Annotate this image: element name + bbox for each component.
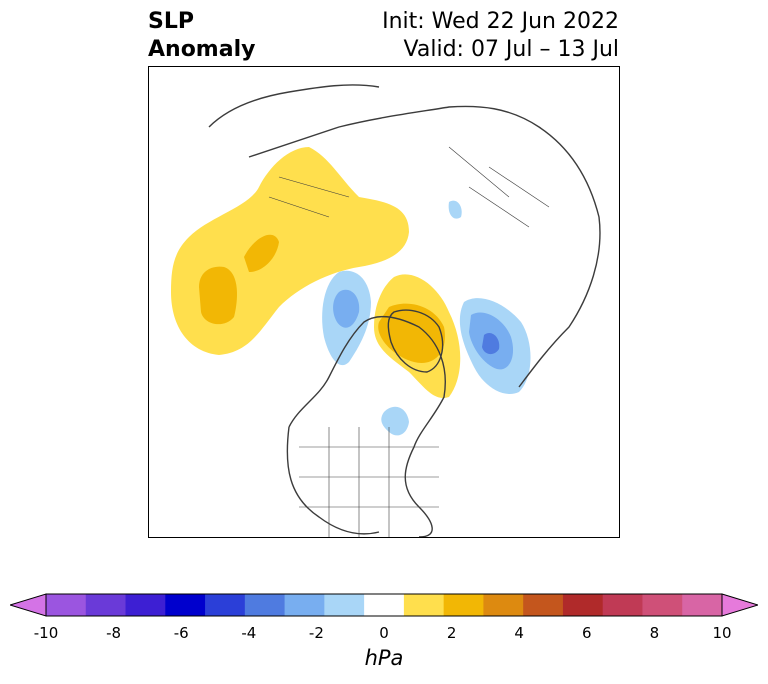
anomaly-pacific-positive bbox=[171, 147, 409, 355]
colorbar-tick-label: 6 bbox=[582, 624, 592, 642]
colorbar-tick-label: 0 bbox=[379, 624, 389, 642]
borders bbox=[268, 146, 550, 537]
anomaly-norwegian-core bbox=[482, 332, 500, 355]
colorbar bbox=[10, 593, 758, 617]
anomaly-baltic-negative bbox=[448, 200, 462, 219]
colorbar-segment bbox=[602, 594, 643, 616]
colorbar-tick-label: -10 bbox=[33, 624, 59, 642]
map-panel bbox=[148, 66, 620, 538]
anomaly-greatlakes-negative bbox=[381, 406, 409, 436]
title-line-1: SLP bbox=[148, 9, 194, 34]
colorbar-segment bbox=[324, 594, 365, 616]
colorbar-tick-label: -2 bbox=[308, 624, 324, 642]
colorbar-segment bbox=[682, 594, 723, 616]
colorbar-segment bbox=[364, 594, 405, 616]
colorbar-segment bbox=[642, 594, 683, 616]
anomaly-siberia-core bbox=[244, 234, 279, 272]
colorbar-segment bbox=[165, 594, 206, 616]
colorbar-tick-label: -8 bbox=[106, 624, 122, 642]
colorbar-extend-max bbox=[721, 593, 758, 617]
colorbar-unit: hPa bbox=[364, 646, 404, 670]
colorbar-segment bbox=[85, 594, 127, 616]
colorbar-extend-min bbox=[10, 593, 47, 617]
colorbar-tick-label: -6 bbox=[173, 624, 189, 642]
colorbar-tick-label: 2 bbox=[446, 624, 457, 642]
colorbar-segment bbox=[205, 594, 246, 616]
colorbar-segment bbox=[562, 594, 604, 616]
colorbar-tick-label: 8 bbox=[649, 624, 660, 642]
colorbar-segment bbox=[483, 594, 524, 616]
init-date: Init: Wed 22 Jun 2022 bbox=[382, 9, 619, 34]
title-line-2: Anomaly bbox=[148, 37, 256, 62]
coastlines bbox=[208, 84, 601, 537]
colorbar-segment bbox=[403, 594, 445, 616]
valid-date: Valid: 07 Jul – 13 Jul bbox=[403, 37, 619, 62]
colorbar-segment bbox=[443, 594, 484, 616]
colorbar-segment bbox=[244, 594, 286, 616]
colorbar-segment bbox=[523, 594, 564, 616]
colorbar-tick-label: -4 bbox=[241, 624, 257, 642]
colorbar-tick-label: 4 bbox=[514, 624, 524, 642]
colorbar-segment bbox=[125, 594, 166, 616]
map-title: SLP Anomaly bbox=[148, 8, 255, 64]
date-info: Init: Wed 22 Jun 2022 Valid: 07 Jul – 13… bbox=[382, 8, 619, 64]
colorbar-tick-label: 10 bbox=[712, 624, 732, 642]
colorbar-segment bbox=[284, 594, 325, 616]
anomaly-map bbox=[171, 84, 601, 537]
anomaly-pacific-core bbox=[199, 266, 237, 325]
colorbar-outline bbox=[45, 593, 723, 617]
colorbar-segment bbox=[46, 594, 87, 616]
anomaly-beaufort-core bbox=[333, 289, 360, 328]
